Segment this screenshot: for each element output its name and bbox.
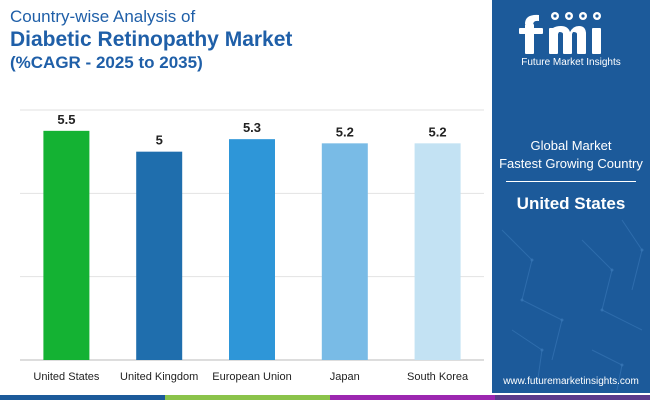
strip-segment-4 <box>495 395 650 400</box>
bar-chart: 5.5 United States 5 United Kingdom 5.3 Europe… <box>20 109 484 383</box>
highlight-country: United States <box>516 194 626 213</box>
x-tick-label: European Union <box>212 371 292 383</box>
panel-decoration <box>501 219 644 391</box>
strip-segment-1 <box>0 395 165 400</box>
fmi-logo-icon <box>519 12 601 54</box>
x-tick-label: Japan <box>330 371 360 383</box>
strip-segment-3 <box>330 395 495 400</box>
x-tick-label: United States <box>33 371 100 383</box>
panel-divider <box>506 181 636 182</box>
bar-european-union[interactable] <box>229 139 275 360</box>
x-tick-label: South Korea <box>407 371 469 383</box>
data-label: 5.5 <box>57 112 75 127</box>
data-label: 5.2 <box>429 124 447 139</box>
x-tick-label: United Kingdom <box>120 371 198 383</box>
fmi-logo[interactable]: Future Market Insights <box>492 8 650 68</box>
title-line-3: (%CAGR - 2025 to 2035) <box>10 53 203 72</box>
strip-segment-2 <box>165 395 330 400</box>
logo-text: Future Market Insights <box>521 57 621 68</box>
chart-title-block: Country-wise Analysis of Diabetic Retino… <box>10 6 292 73</box>
data-label: 5.2 <box>336 124 354 139</box>
title-line-1: Country-wise Analysis of <box>10 7 196 26</box>
data-label: 5.3 <box>243 120 261 135</box>
website-link[interactable]: www.futuremarketinsights.com <box>503 376 639 387</box>
side-panel: Future Market Insights Global Market Fas… <box>492 0 650 393</box>
title-line-2: Diabetic Retinopathy Market <box>10 28 293 51</box>
bar-united-kingdom[interactable] <box>136 151 183 360</box>
global-market-label: Global Market <box>530 138 612 153</box>
bar-japan[interactable] <box>321 143 368 360</box>
bottom-color-strip <box>0 395 650 400</box>
data-label: 5 <box>156 133 163 148</box>
bar-south-korea[interactable] <box>414 143 461 360</box>
fastest-growing-label: Fastest Growing Country <box>499 156 643 171</box>
bar-united-states[interactable] <box>43 130 90 360</box>
